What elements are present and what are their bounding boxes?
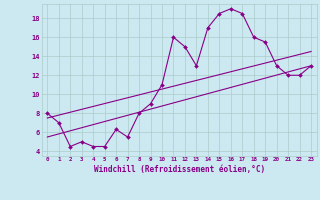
X-axis label: Windchill (Refroidissement éolien,°C): Windchill (Refroidissement éolien,°C) [94,165,265,174]
